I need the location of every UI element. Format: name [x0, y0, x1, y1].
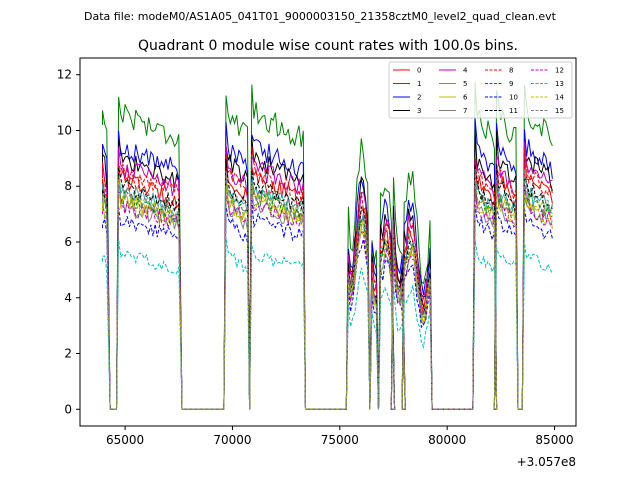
series-line-13: [102, 237, 553, 410]
legend-label-14: 14: [555, 94, 564, 102]
x-tick-label: 75000: [321, 433, 359, 447]
legend-label-12: 12: [555, 67, 564, 75]
series-line-4: [102, 141, 553, 410]
series-line-10: [102, 199, 553, 410]
plot-lines: [102, 81, 553, 410]
legend-box: [388, 61, 573, 119]
x-tick-label: 85000: [535, 433, 573, 447]
legend-label-2: 2: [417, 94, 421, 102]
series-line-15: [102, 168, 553, 410]
legend-label-0: 0: [417, 67, 421, 75]
legend-label-8: 8: [509, 67, 513, 75]
series-line-8: [102, 146, 553, 410]
legend-label-9: 9: [509, 80, 513, 88]
legend-label-6: 6: [463, 94, 468, 102]
x-axis: 65000 70000 75000 80000 85000: [106, 426, 574, 447]
x-tick-label: 70000: [213, 433, 251, 447]
series-line-2: [102, 118, 553, 410]
series-line-11: [102, 158, 553, 410]
series-line-6: [102, 177, 553, 410]
figure-suptitle: Data file: modeM0/AS1A05_041T01_90000031…: [84, 10, 557, 23]
chart-title: Quadrant 0 module wise count rates with …: [138, 38, 518, 54]
x-offset-label: +3.057e8: [517, 455, 576, 469]
y-axis: 0 2 4 6 8 10 12: [57, 68, 80, 416]
x-tick-label: 65000: [106, 433, 144, 447]
y-tick-label: 12: [57, 68, 72, 82]
y-tick-label: 6: [64, 235, 72, 249]
series-line-1: [102, 81, 553, 410]
legend-label-7: 7: [463, 107, 467, 115]
legend-label-1: 1: [417, 80, 421, 88]
legend-label-15: 15: [555, 107, 564, 115]
series-line-0: [102, 153, 553, 410]
y-tick-label: 0: [64, 402, 72, 416]
y-tick-label: 8: [64, 179, 72, 193]
legend-label-10: 10: [509, 94, 518, 102]
y-tick-label: 4: [64, 291, 72, 305]
legend-label-5: 5: [463, 80, 467, 88]
legend-label-4: 4: [463, 67, 468, 75]
x-tick-label: 80000: [428, 433, 466, 447]
series-line-14: [102, 179, 553, 410]
legend-label-3: 3: [417, 107, 421, 115]
y-tick-label: 2: [64, 347, 72, 361]
series-line-3: [102, 129, 553, 410]
y-tick-label: 10: [57, 123, 72, 137]
legend-label-11: 11: [509, 107, 518, 115]
legend-label-13: 13: [555, 80, 564, 88]
